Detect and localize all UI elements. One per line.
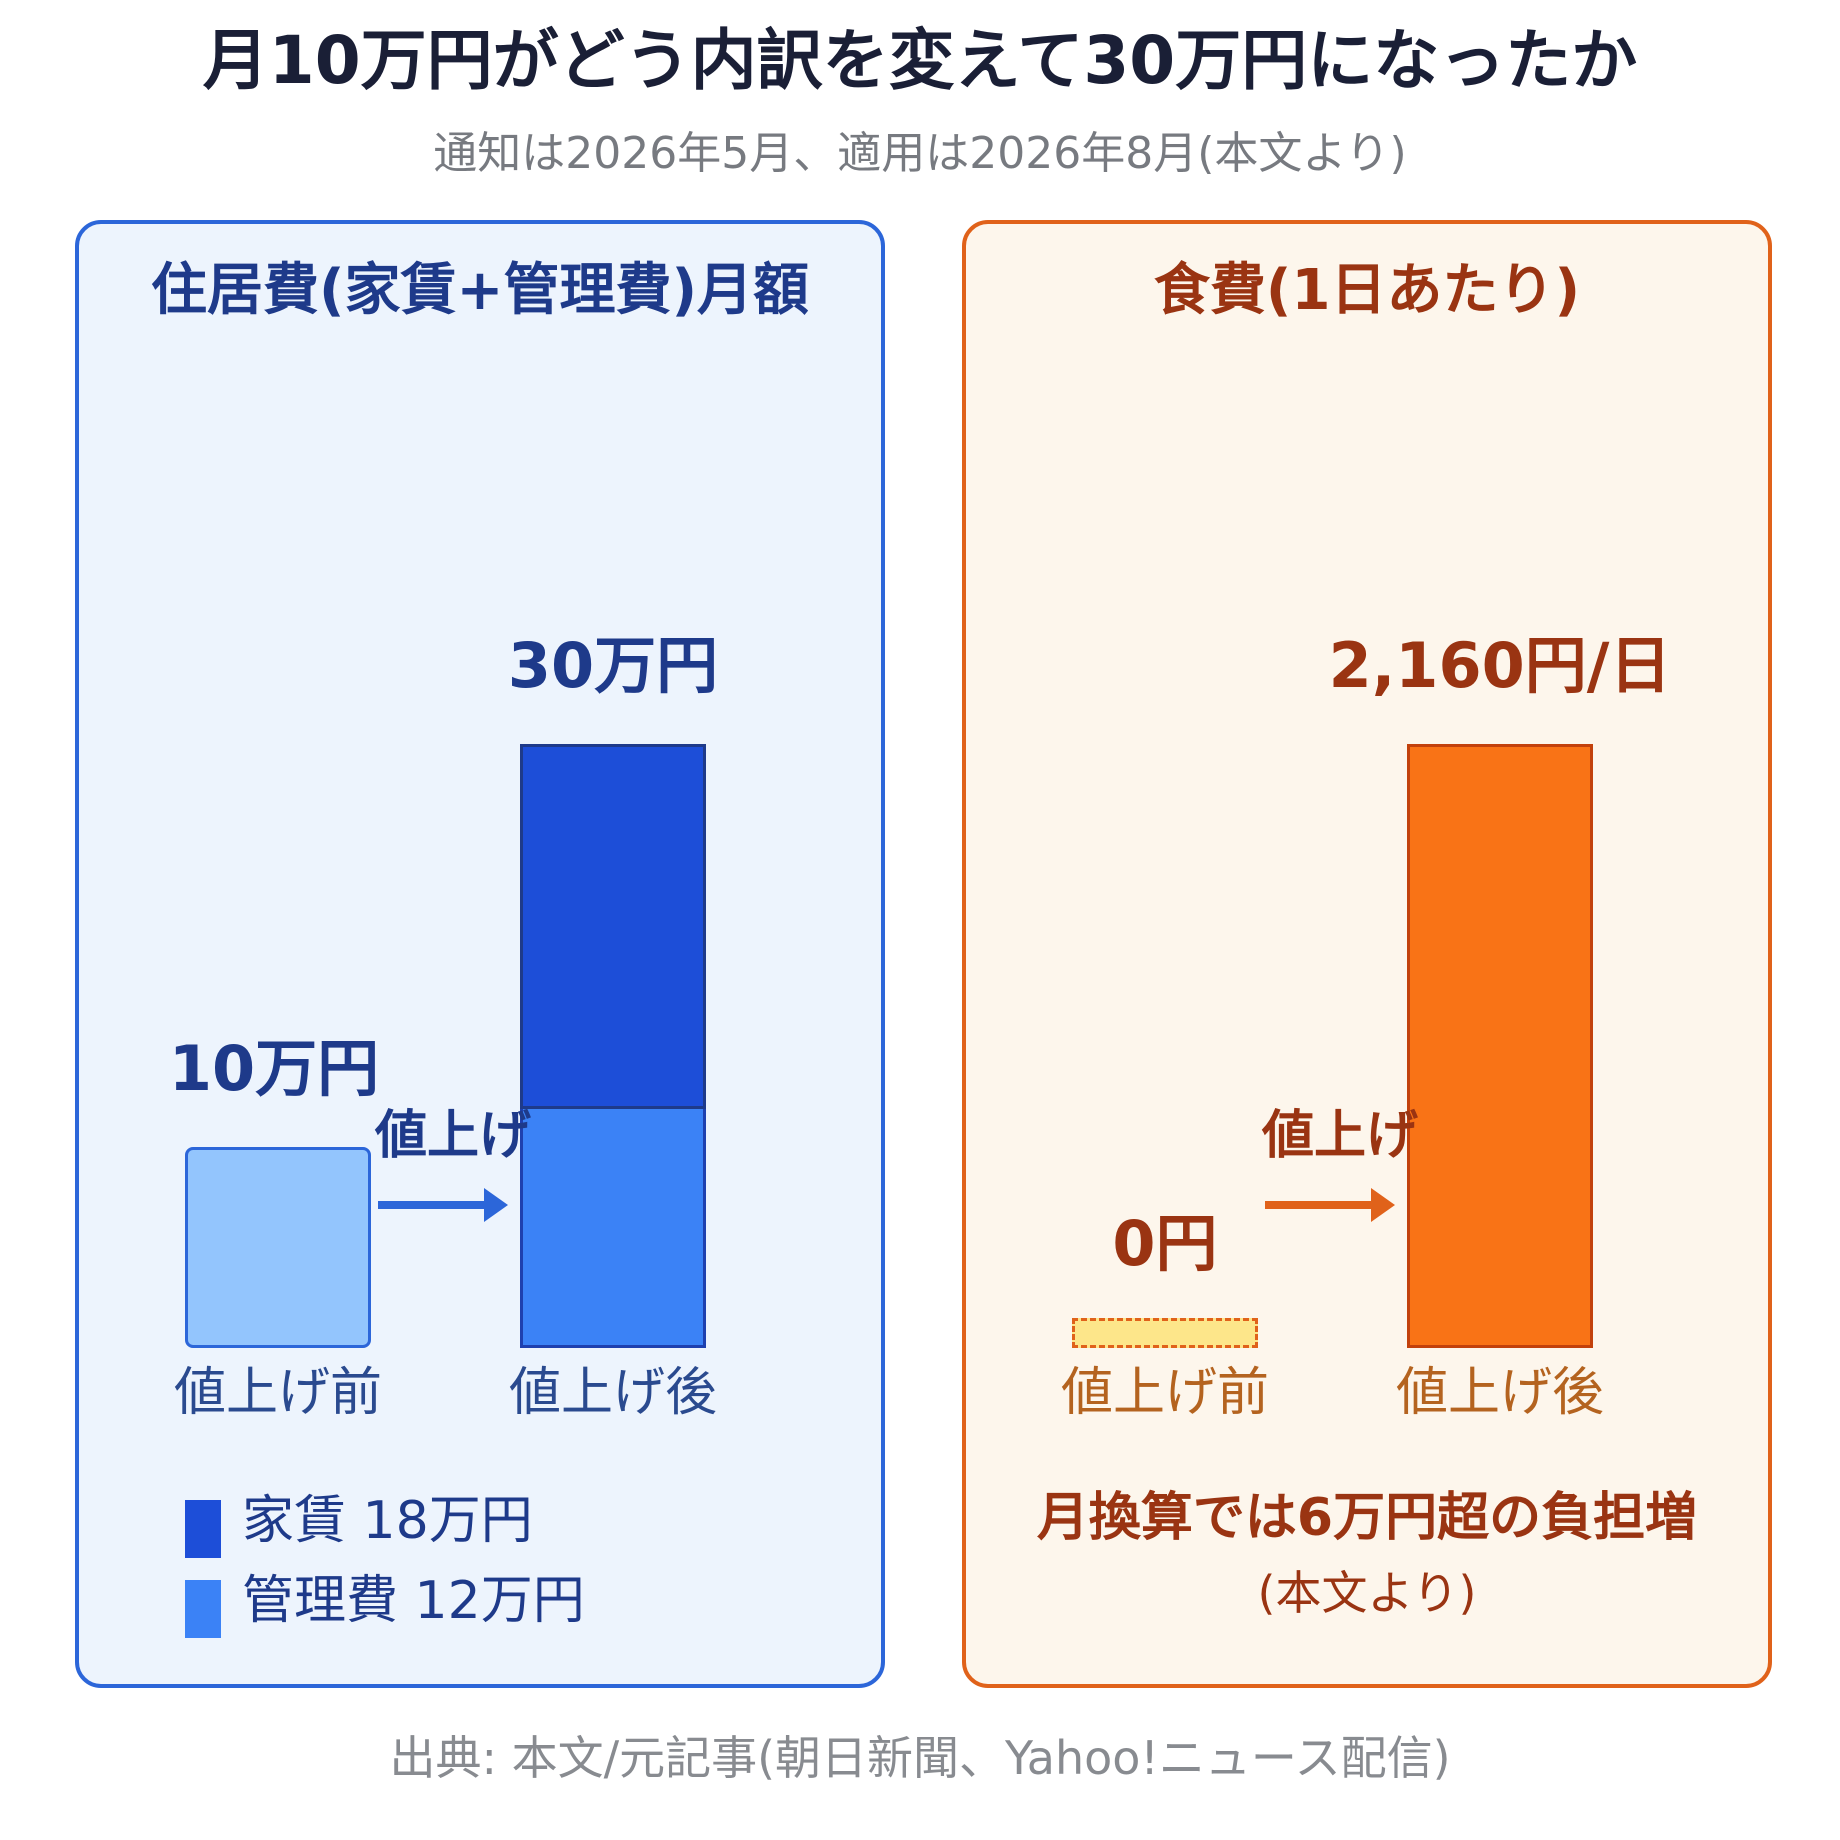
value-label-food-after: 2,160円/日 [1328,629,1672,702]
value-label-food-before: 0円 [1112,1207,1218,1280]
chart-title: 月10万円がどう内訳を変えて30万円になったか [202,22,1638,99]
housing-arrow-head-icon [484,1188,508,1222]
housing-arrow-label: 値上げ [375,1106,532,1166]
legend-label-rent: 家賃 18万円 [242,1491,533,1551]
food-arrow-shaft [1265,1201,1371,1209]
food-panel [962,220,1772,1688]
value-label-housing-before: 10万円 [168,1031,380,1105]
legend-swatch-management [185,1580,221,1638]
legend-label-management: 管理費 12万円 [242,1571,585,1631]
food-note-source: (本文より) [1257,1566,1477,1620]
bar-food-after [1407,744,1593,1348]
source-note: 出典: 本文/元記事(朝日新聞、Yahoo!ニュース配信) [389,1731,1451,1785]
bar-housing-management [520,1106,706,1348]
food-note: 月換算では6万円超の負担増 [1036,1488,1698,1548]
category-label-food-after: 値上げ後 [1395,1363,1604,1423]
category-label-food-before: 値上げ前 [1060,1363,1269,1423]
housing-arrow-shaft [378,1201,484,1209]
legend-swatch-rent [185,1500,221,1558]
category-label-housing-after: 値上げ後 [508,1363,717,1423]
bar-housing-before [185,1146,371,1348]
chart-subtitle: 通知は2026年5月、適用は2026年8月(本文より) [433,128,1407,179]
food-arrow-head-icon [1371,1188,1395,1222]
food-panel-title: 食費(1日あたり) [1153,258,1581,323]
bar-housing-rent [520,744,706,1110]
value-label-housing-after: 30万円 [507,629,719,702]
food-arrow-label: 値上げ [1262,1106,1419,1166]
bar-food-before [1072,1318,1258,1348]
category-label-housing-before: 値上げ前 [173,1363,382,1423]
housing-panel [75,220,885,1688]
housing-panel-title: 住居費(家賃+管理費)月額 [150,258,810,323]
